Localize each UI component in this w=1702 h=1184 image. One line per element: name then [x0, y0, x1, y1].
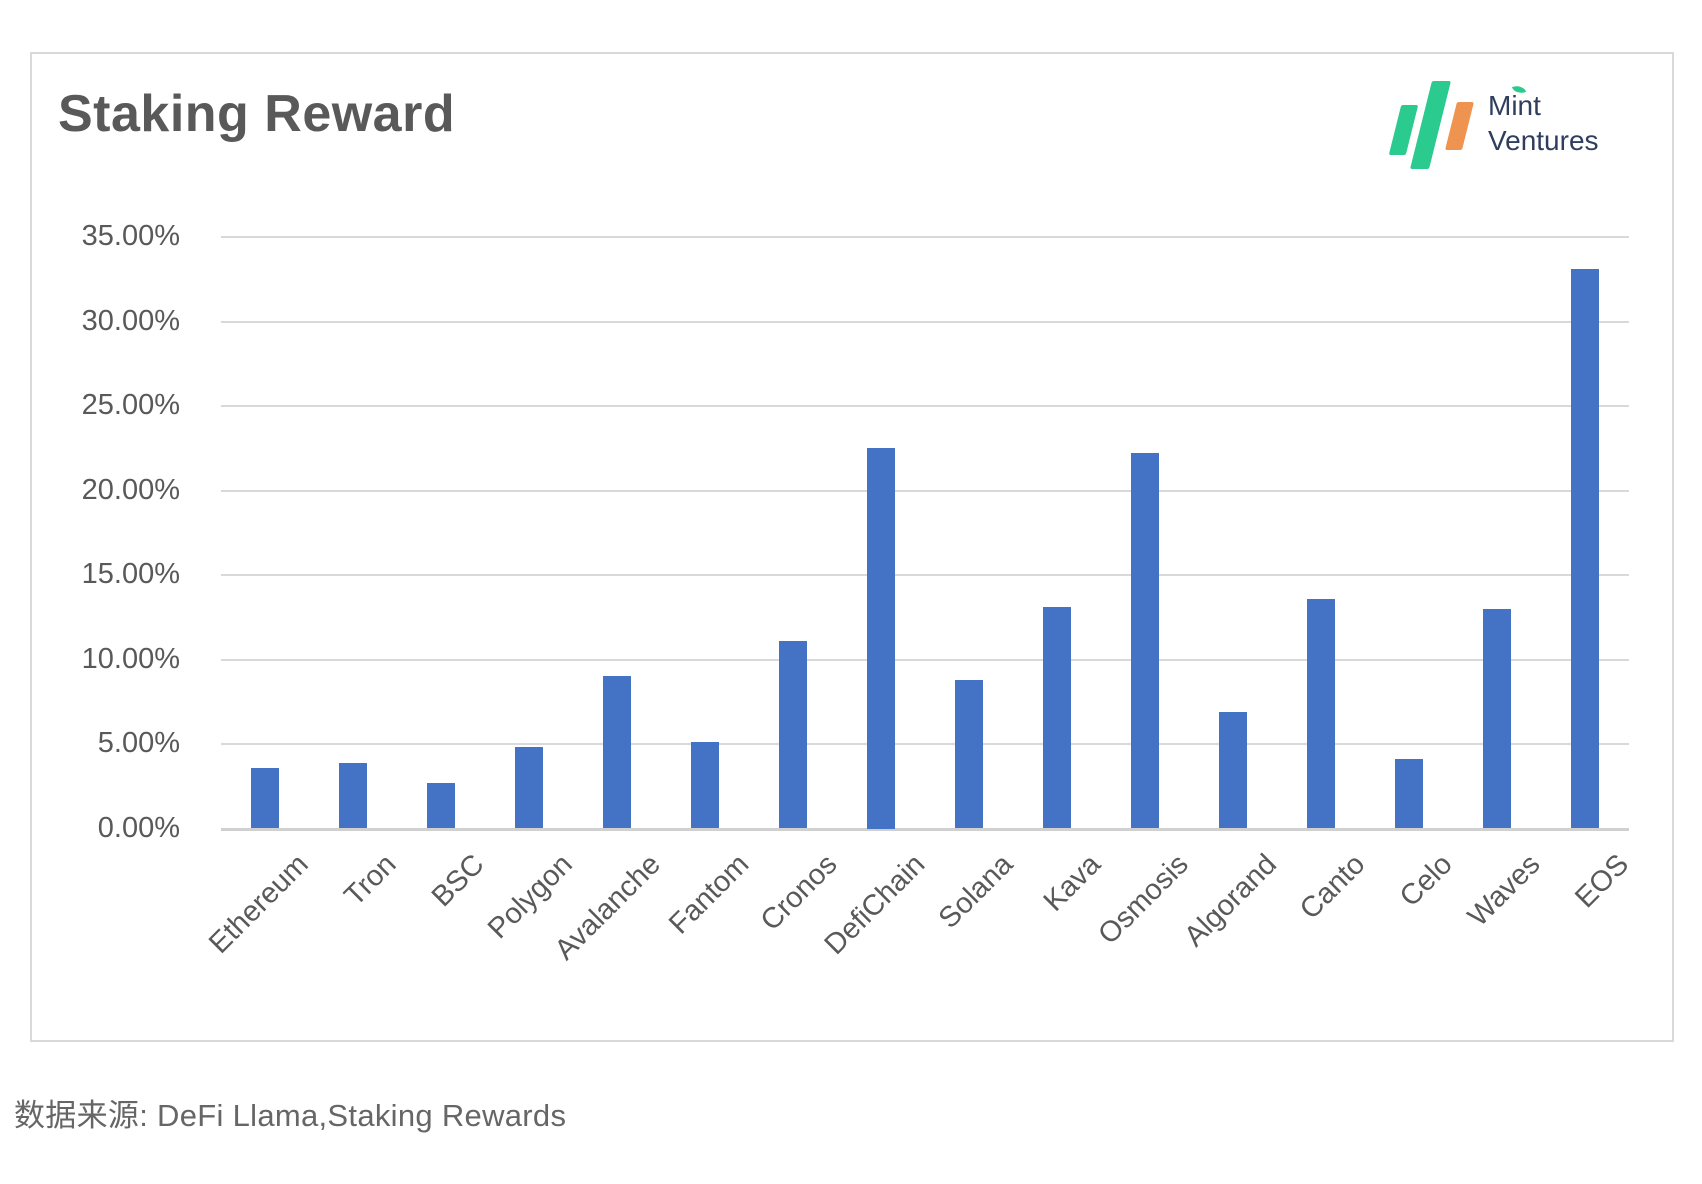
x-label-EOS: EOS: [1568, 847, 1635, 914]
x-label-Waves: Waves: [1462, 847, 1547, 933]
gridline-25pct: [221, 405, 1629, 407]
bar-Osmosis: [1131, 453, 1159, 829]
x-label-Celo: Celo: [1394, 847, 1459, 913]
bar-Canto: [1307, 598, 1335, 829]
y-axis-label-35: 35.00%: [81, 220, 180, 252]
bar-BSC: [427, 782, 455, 829]
y-axis-label-10: 10.00%: [81, 642, 180, 675]
logo-line2: Ventures: [1488, 125, 1599, 156]
x-label-Algorand: Algorand: [1178, 847, 1283, 953]
y-axis-label-15: 15.00%: [81, 558, 180, 590]
logo-line1: Mint: [1488, 83, 1541, 123]
x-label-Ethereum: Ethereum: [203, 847, 315, 960]
bar-Avalanche: [603, 676, 631, 829]
logo-text: Mint Ventures: [1488, 78, 1599, 158]
gridline-15pct: [221, 574, 1629, 576]
source-note: 数据来源: DeFi Llama,Staking Rewards: [14, 1098, 567, 1133]
gridline-10pct: [221, 658, 1629, 661]
x-label-Tron: Tron: [338, 847, 403, 912]
x-label-Fantom: Fantom: [662, 847, 755, 940]
x-label-Solana: Solana: [932, 847, 1019, 935]
chart-title: Staking Reward: [58, 85, 456, 143]
bar-Tron: [339, 762, 367, 829]
x-axis-baseline: [221, 827, 1629, 831]
bar-Fantom: [691, 742, 719, 829]
chart-card: Staking Reward Mint Ventures 0.00% 5.00% 1…: [30, 52, 1674, 1042]
gridline-5pct: [221, 743, 1629, 745]
x-label-Kava: Kava: [1037, 847, 1107, 918]
bar-Waves: [1483, 608, 1511, 829]
bar-EOS: [1571, 269, 1599, 829]
x-label-BSC: BSC: [426, 847, 491, 913]
x-label-Osmosis: Osmosis: [1092, 847, 1195, 951]
y-axis-label-0: 0.00%: [97, 811, 180, 844]
y-axis-label-20: 20.00%: [81, 473, 180, 506]
bar-DefiChain: [867, 448, 895, 829]
mint-ventures-logo: Mint Ventures: [1388, 78, 1599, 174]
gridline-30pct: [221, 320, 1629, 323]
bar-Celo: [1395, 759, 1423, 829]
gridline-20pct: [221, 489, 1629, 492]
gridline-35pct: [221, 236, 1629, 238]
x-label-Canto: Canto: [1293, 847, 1371, 926]
bar-Cronos: [779, 640, 807, 829]
y-axis-label-5: 5.00%: [97, 727, 180, 759]
bar-Polygon: [515, 747, 543, 829]
bar-chart-plot: 0.00% 5.00% 10.00% 15.00% 20.00% 25.00% 30.00%…: [32, 54, 1672, 1040]
bar-Solana: [955, 679, 983, 829]
bar-Ethereum: [251, 767, 279, 829]
y-axis-label-25: 25.00%: [81, 389, 180, 421]
bar-Algorand: [1219, 711, 1247, 829]
y-axis-label-30: 30.00%: [81, 304, 180, 337]
bar-Kava: [1043, 607, 1071, 829]
x-label-Cronos: Cronos: [754, 847, 843, 937]
